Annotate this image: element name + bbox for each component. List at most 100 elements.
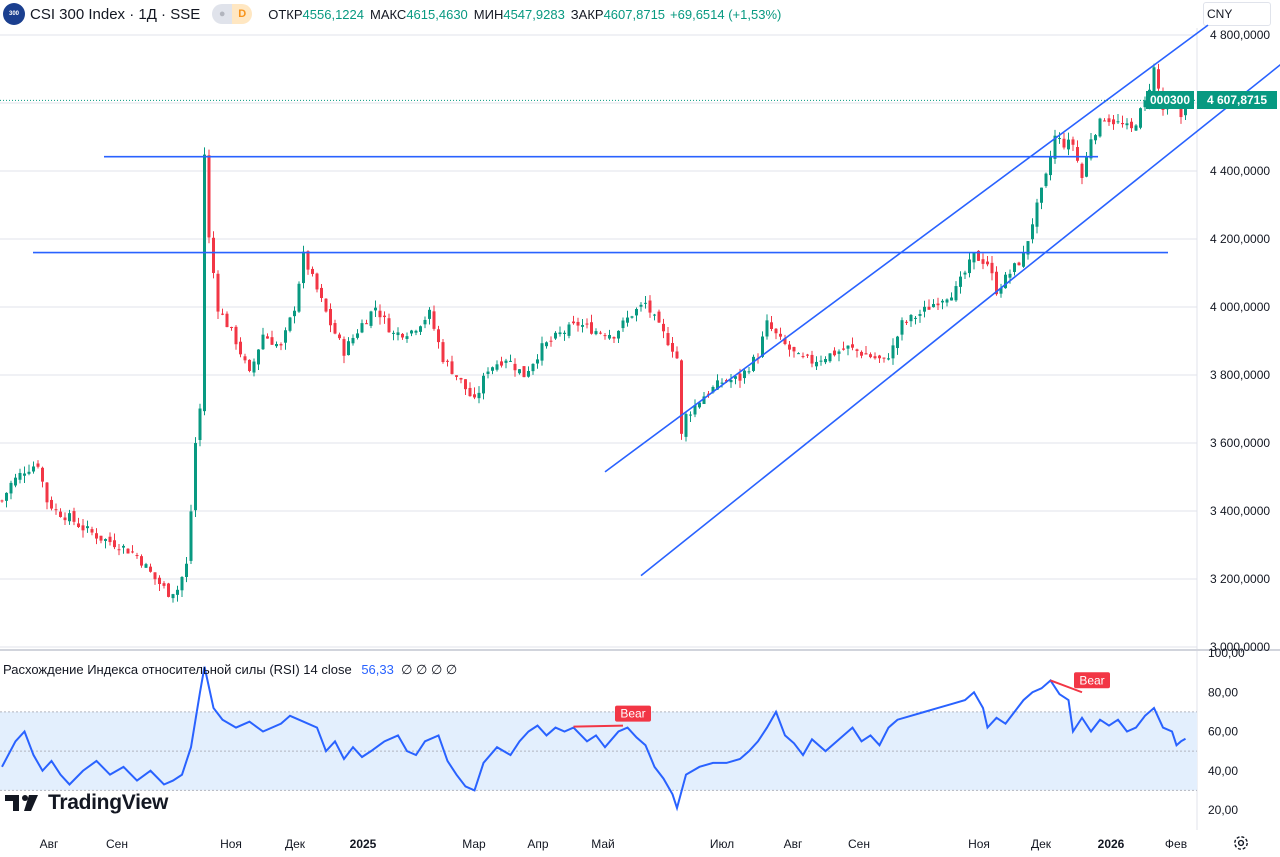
candle-body — [1089, 139, 1093, 159]
candle-body — [1035, 202, 1039, 227]
candle-body — [252, 361, 256, 373]
price-value-label: 4 607,8715 — [1197, 91, 1277, 109]
candle-body — [207, 155, 211, 238]
candle-body — [477, 392, 481, 399]
low-label: МИН — [473, 6, 504, 22]
candle-body — [333, 323, 337, 334]
candle-body — [716, 380, 719, 390]
candle-body — [99, 535, 103, 541]
candle-body — [563, 332, 566, 334]
price-tick-label: 4 800,0000 — [1210, 28, 1270, 42]
candle-body — [482, 375, 485, 394]
candle-body — [752, 356, 755, 371]
candle-body — [639, 304, 643, 307]
candle-body — [450, 361, 454, 374]
interval-pill[interactable]: ● D — [212, 4, 253, 24]
candle-body — [113, 540, 116, 548]
candle-body — [0, 500, 4, 502]
candle-body — [864, 353, 868, 355]
candle-body — [104, 539, 107, 541]
candle-body — [135, 555, 139, 557]
candle-body — [617, 330, 620, 339]
symbol-title[interactable]: CSI 300 Index · 1Д · SSE — [30, 5, 201, 23]
candle-body — [36, 463, 40, 467]
candle-body — [873, 356, 877, 359]
x-tick-label: Ноя — [220, 837, 242, 851]
candle-body — [585, 323, 589, 325]
candle-body — [702, 396, 706, 405]
candle-body — [977, 250, 980, 261]
candle-body — [662, 323, 665, 332]
candle-body — [927, 306, 931, 310]
candle-body — [941, 300, 944, 303]
settings-gear-icon[interactable] — [1232, 834, 1250, 852]
candle-body — [729, 379, 733, 383]
candle-body — [1116, 121, 1120, 123]
candle-body — [855, 349, 859, 351]
candle-body — [842, 348, 845, 350]
rsi-legend[interactable]: Расхождение Индекса относительной силы (… — [3, 662, 457, 678]
candle-body — [675, 351, 679, 359]
candle-body — [140, 556, 143, 566]
candle-body — [599, 332, 602, 334]
candle-body — [108, 536, 112, 543]
candle-body — [1044, 173, 1048, 187]
candle-body — [806, 354, 809, 356]
divergence-label: Bear — [1079, 673, 1104, 687]
candle-body — [459, 377, 463, 380]
candle-body — [369, 311, 373, 326]
candle-body — [302, 251, 305, 284]
candle-body — [540, 343, 544, 361]
candle-body — [590, 322, 593, 334]
candle-body — [581, 325, 584, 327]
candle-body — [527, 370, 530, 377]
candle-body — [194, 443, 197, 511]
candle-body — [653, 314, 656, 316]
candle-body — [549, 340, 553, 342]
candle-body — [612, 337, 616, 339]
candle-body — [338, 334, 341, 339]
candle-body — [981, 259, 985, 264]
candle-body — [603, 335, 607, 337]
price-ticker-label: 000300 — [1146, 91, 1194, 109]
rsi-tick-label: 40,00 — [1208, 764, 1238, 778]
candle-body — [167, 583, 170, 597]
candle-body — [221, 313, 224, 315]
channel-line-lower — [640, 63, 1280, 577]
candle-body — [504, 360, 508, 363]
symbol-logo-icon[interactable]: 300 — [3, 3, 25, 25]
candle-body — [738, 373, 742, 381]
candle-body — [95, 533, 98, 539]
chart-header: 300 CSI 300 Index · 1Д · SSE ● D ОТКР 455… — [0, 0, 781, 28]
rsi-tick-label: 60,00 — [1208, 725, 1238, 739]
tradingview-logo-icon — [5, 795, 38, 811]
candle-body — [1143, 100, 1147, 108]
candle-body — [986, 261, 989, 265]
candle-body — [1179, 105, 1183, 118]
candle-body — [882, 357, 886, 359]
candle-body — [828, 353, 832, 362]
currency-select[interactable]: CNY — [1203, 2, 1271, 26]
candle-body — [522, 366, 526, 378]
candle-body — [531, 363, 535, 372]
candle-body — [801, 356, 805, 358]
candle-body — [671, 343, 674, 352]
candle-body — [239, 341, 242, 355]
candle-body — [567, 324, 571, 336]
candle-body — [1134, 125, 1138, 131]
candle-body — [428, 309, 431, 319]
candle-body — [356, 333, 359, 338]
candle-body — [86, 526, 89, 529]
candle-body — [401, 333, 404, 338]
candle-body — [959, 276, 962, 287]
candle-body — [41, 467, 44, 482]
divergence-line — [573, 724, 624, 728]
watermark-text: TradingView — [48, 791, 169, 814]
open-value: 4556,1224 — [302, 6, 364, 22]
candle-body — [288, 317, 292, 331]
divergence-label-box — [1074, 672, 1110, 689]
candle-body — [126, 548, 130, 554]
rsi-value: 56,33 — [361, 662, 394, 677]
candle-body — [990, 262, 994, 274]
